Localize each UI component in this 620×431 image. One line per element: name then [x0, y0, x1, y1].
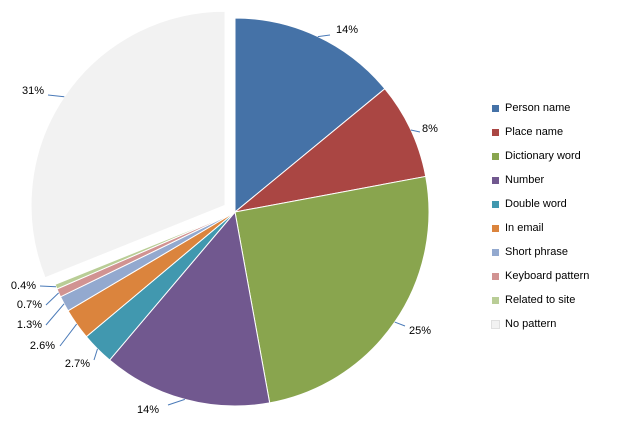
legend-item: Number — [492, 168, 589, 192]
legend-item: Related to site — [492, 288, 589, 312]
data-label: 31% — [22, 85, 44, 97]
legend-label: Dictionary word — [505, 150, 581, 162]
legend-swatch — [492, 272, 499, 280]
leader-line — [167, 398, 185, 406]
legend-swatch — [492, 224, 499, 232]
legend-item: Place name — [492, 120, 589, 144]
legend-swatch — [492, 248, 499, 256]
leader-line — [45, 292, 60, 306]
legend-swatch — [492, 176, 499, 184]
data-label: 8% — [422, 123, 438, 135]
leader-line — [45, 303, 65, 326]
legend-label: Keyboard pattern — [505, 270, 590, 282]
legend-swatch — [491, 319, 500, 329]
legend-label: Person name — [505, 102, 571, 114]
pie-slice-dictionary-word — [234, 175, 430, 404]
legend-swatch — [492, 128, 499, 136]
legend-swatch — [492, 152, 499, 160]
legend-swatch — [492, 200, 499, 208]
legend-label: Short phrase — [505, 246, 568, 258]
data-label: 2.7% — [65, 358, 90, 370]
data-label: 0.4% — [11, 280, 36, 292]
leader-line — [47, 94, 65, 98]
legend-label: In email — [505, 222, 544, 234]
legend: Person name Place name Dictionary word Numb… — [491, 96, 589, 336]
leader-line — [39, 285, 56, 288]
legend-item: Double word — [492, 192, 589, 216]
leader-line — [394, 321, 406, 327]
data-label: 1.3% — [17, 319, 42, 331]
pie-slice-no-pattern — [30, 10, 226, 279]
leader-line — [59, 323, 78, 347]
legend-label: Place name — [505, 126, 564, 138]
legend-item: Person name — [492, 96, 589, 120]
legend-item: In email — [492, 216, 589, 240]
legend-label: Number — [505, 174, 545, 186]
data-label: 25% — [409, 325, 431, 337]
legend-item: Keyboard pattern — [492, 264, 589, 288]
legend-swatch — [492, 296, 499, 304]
pie-slice-number — [108, 210, 271, 407]
legend-item: Dictionary word — [492, 144, 589, 168]
data-label: 14% — [137, 404, 159, 416]
legend-label: Double word — [505, 198, 567, 210]
leader-line — [93, 348, 98, 361]
legend-item: No pattern — [491, 312, 589, 336]
data-label: 0.7% — [17, 299, 42, 311]
legend-swatch — [492, 104, 499, 112]
leader-line — [317, 34, 331, 38]
data-label: 2.6% — [30, 340, 55, 352]
pie-slice-place-name — [234, 88, 427, 213]
legend-label: Related to site — [505, 294, 576, 306]
legend-item: Short phrase — [492, 240, 589, 264]
pie-slice-person-name — [234, 17, 386, 214]
pie-chart: 14% 8% 25% 14% 2.7% 2.6% 1.3% 0.7% 0.4% 31% — [11, 10, 438, 416]
leader-line — [410, 129, 421, 133]
data-label: 14% — [336, 24, 358, 36]
legend-label: No pattern — [505, 318, 557, 330]
